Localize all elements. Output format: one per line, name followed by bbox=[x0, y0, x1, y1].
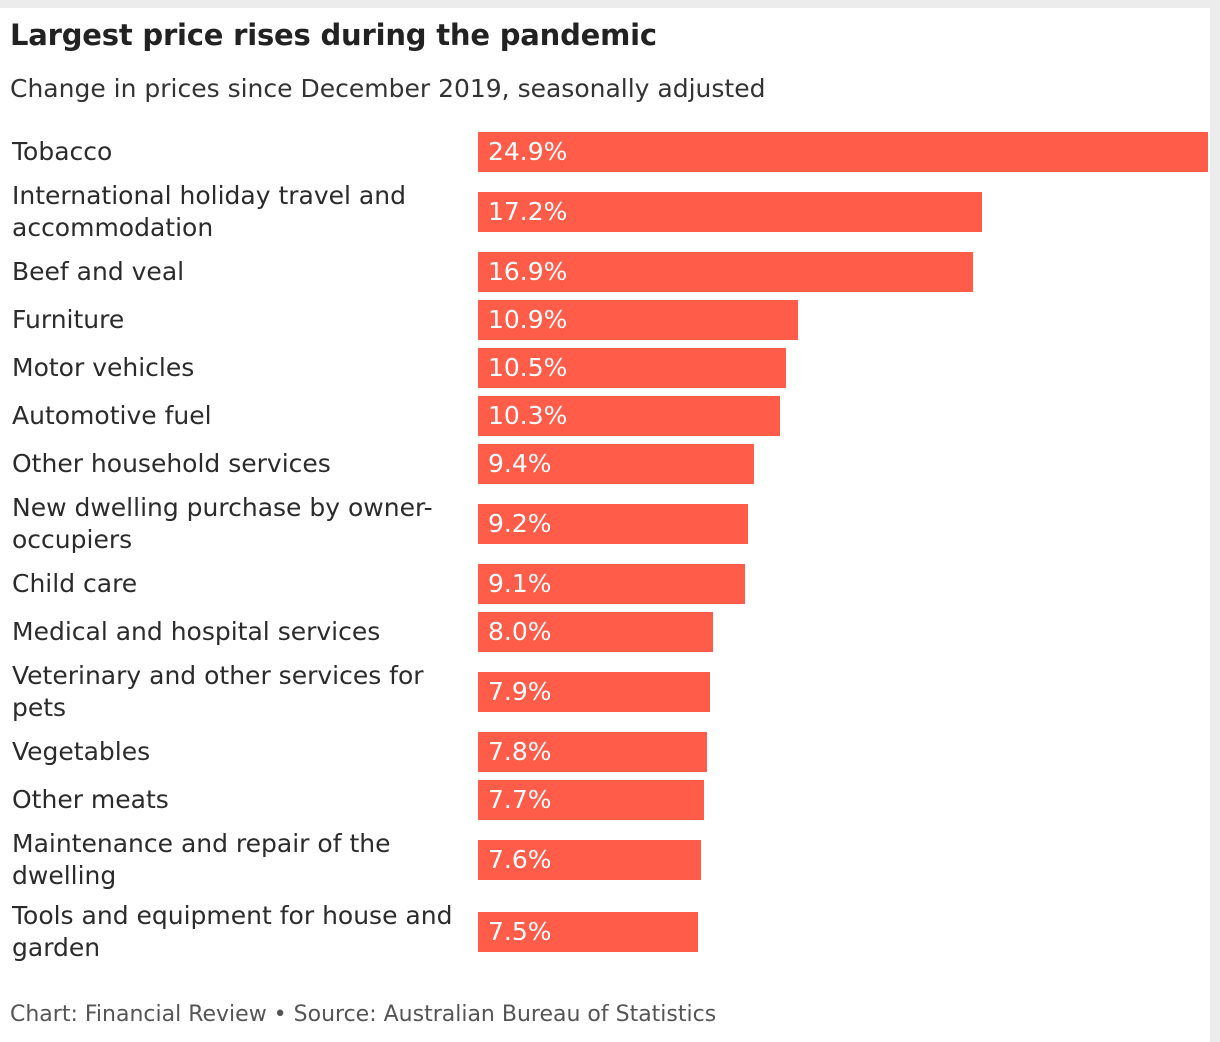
category-label: Veterinary and other services for pets bbox=[12, 656, 467, 728]
bar-chart: Tobacco 24.9% International holiday travel… bbox=[0, 8, 1210, 1008]
bar bbox=[478, 612, 713, 652]
bar-value-label: 7.6% bbox=[488, 845, 552, 874]
category-label-line: Other household services bbox=[12, 449, 331, 478]
category-label-text: Motor vehicles bbox=[12, 352, 194, 384]
chart-source: Chart: Financial Review • Source: Austra… bbox=[10, 1002, 717, 1027]
category-label-line: New dwelling purchase by owner- bbox=[12, 493, 433, 522]
category-label-line: Veterinary and other services for bbox=[12, 661, 424, 690]
category-label-text: International holiday travel and accommod… bbox=[12, 180, 406, 244]
bar-value-label: 17.2% bbox=[488, 197, 568, 226]
category-label-line: International holiday travel and bbox=[12, 181, 406, 210]
category-label: Maintenance and repair of the dwelling bbox=[12, 824, 467, 896]
bar-value-label: 7.7% bbox=[488, 785, 552, 814]
category-label: Child care bbox=[12, 560, 467, 608]
chart-title: Largest price rises during the pandemic bbox=[10, 18, 657, 52]
bar-value-label: 9.1% bbox=[488, 569, 552, 598]
category-label-line: Motor vehicles bbox=[12, 353, 195, 382]
category-label-line: Child care bbox=[12, 569, 138, 598]
bar-value-label: 10.3% bbox=[488, 401, 568, 430]
category-label-line: pets bbox=[12, 693, 67, 722]
category-label: Other household services bbox=[12, 440, 467, 488]
category-label-line: occupiers bbox=[12, 525, 133, 554]
category-label-text: Veterinary and other services for pets bbox=[12, 660, 424, 724]
category-label: Beef and veal bbox=[12, 248, 467, 296]
category-label: Medical and hospital services bbox=[12, 608, 467, 656]
bar-value-label: 9.4% bbox=[488, 449, 552, 478]
category-label-line: Furniture bbox=[12, 305, 125, 334]
category-label-text: Other meats bbox=[12, 784, 169, 816]
bar-value-label: 10.9% bbox=[488, 305, 568, 334]
category-label-text: Other household services bbox=[12, 448, 331, 480]
bar bbox=[478, 840, 701, 880]
category-label: Vegetables bbox=[12, 728, 467, 776]
category-label-text: New dwelling purchase by owner-occupiers bbox=[12, 492, 433, 556]
bar bbox=[478, 348, 786, 388]
category-label-line: garden bbox=[12, 933, 101, 962]
bar-value-label: 10.5% bbox=[488, 353, 568, 382]
bar bbox=[478, 192, 982, 232]
category-label: Motor vehicles bbox=[12, 344, 467, 392]
bar bbox=[478, 396, 780, 436]
bar-value-label: 24.9% bbox=[488, 137, 568, 166]
bar bbox=[478, 252, 973, 292]
category-label: Automotive fuel bbox=[12, 392, 467, 440]
chart-card: Largest price rises during the pandemic … bbox=[0, 8, 1210, 1042]
bar bbox=[478, 300, 798, 340]
bar bbox=[478, 912, 698, 952]
category-label-text: Child care bbox=[12, 568, 137, 600]
category-label-text: Maintenance and repair of the dwelling bbox=[12, 828, 390, 892]
category-label-text: Furniture bbox=[12, 304, 124, 336]
category-label-line: Other meats bbox=[12, 785, 169, 814]
bar bbox=[478, 504, 748, 544]
bar-value-label: 7.9% bbox=[488, 677, 552, 706]
category-label: Tobacco bbox=[12, 128, 467, 176]
bar bbox=[478, 672, 710, 712]
category-label-line: accommodation bbox=[12, 213, 214, 242]
category-label-line: Tools and equipment for house and bbox=[12, 901, 453, 930]
bar-value-label: 9.2% bbox=[488, 509, 552, 538]
category-label: New dwelling purchase by owner-occupiers bbox=[12, 488, 467, 560]
category-label-text: Automotive fuel bbox=[12, 400, 212, 432]
bar bbox=[478, 132, 1208, 172]
bar bbox=[478, 444, 754, 484]
category-label: Furniture bbox=[12, 296, 467, 344]
category-label-line: Beef and veal bbox=[12, 257, 185, 286]
bar-value-label: 7.8% bbox=[488, 737, 552, 766]
category-label: Tools and equipment for house and garden bbox=[12, 896, 467, 968]
category-label-line: Automotive fuel bbox=[12, 401, 212, 430]
category-label-text: Vegetables bbox=[12, 736, 150, 768]
bar bbox=[478, 732, 707, 772]
category-label-text: Beef and veal bbox=[12, 256, 184, 288]
category-label-text: Tools and equipment for house and garden bbox=[12, 900, 452, 964]
category-label-line: Maintenance and repair of the bbox=[12, 829, 391, 858]
bar-value-label: 16.9% bbox=[488, 257, 568, 286]
category-label: International holiday travel and accommod… bbox=[12, 176, 467, 248]
category-label-line: Tobacco bbox=[12, 137, 113, 166]
bar bbox=[478, 780, 704, 820]
category-label-line: Medical and hospital services bbox=[12, 617, 381, 646]
category-label-text: Medical and hospital services bbox=[12, 616, 380, 648]
bar-value-label: 8.0% bbox=[488, 617, 552, 646]
chart-subtitle: Change in prices since December 2019, se… bbox=[10, 74, 766, 103]
category-label: Other meats bbox=[12, 776, 467, 824]
category-label-line: Vegetables bbox=[12, 737, 151, 766]
category-label-line: dwelling bbox=[12, 861, 117, 890]
bar bbox=[478, 564, 745, 604]
bar-value-label: 7.5% bbox=[488, 917, 552, 946]
category-label-text: Tobacco bbox=[12, 136, 112, 168]
